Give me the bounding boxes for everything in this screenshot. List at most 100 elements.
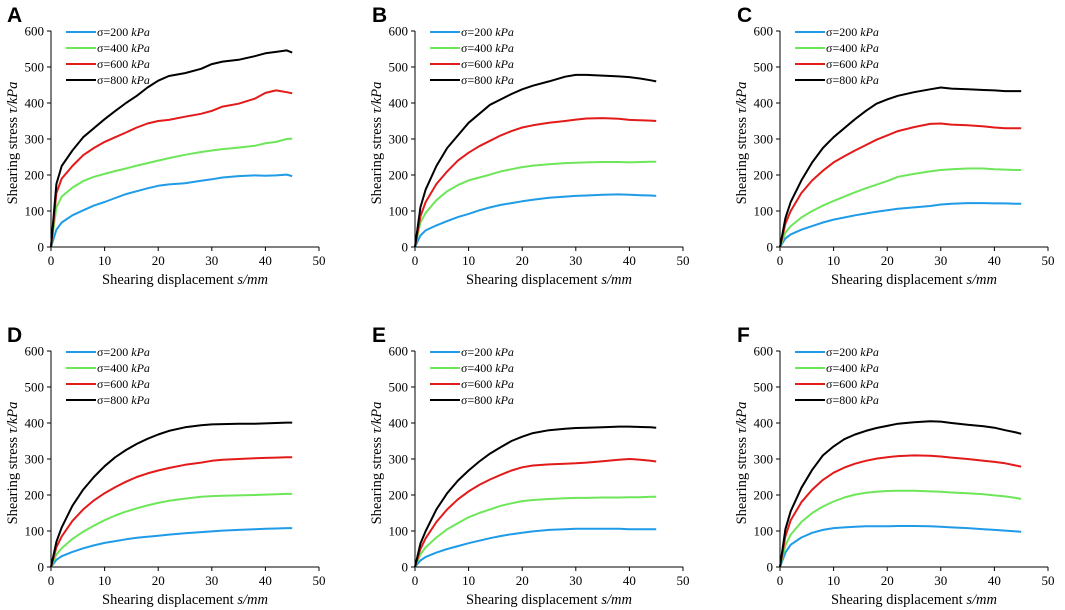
legend-unit: kPa [495,377,514,391]
y-tick-label: 300 [389,452,409,467]
legend-label: σ=600 kPa [97,57,150,71]
legend-entry: σ=600 kPa [66,377,150,391]
legend-entry: σ=400 kPa [430,41,514,55]
chart-panel-e: E 0 100 200 300 400 500 600 0 10 20 30 40 50 Shearing … [369,324,690,608]
y-axis-unit: τ/kPa [369,82,385,114]
y-axis-title-text: Shearing stress [5,113,21,204]
legend-label: σ=600 kPa [97,377,150,391]
x-tick-label: 20 [152,573,165,588]
legend-unit: kPa [131,361,150,375]
x-tick-label: 50 [677,253,690,268]
x-axis-unit: s/mm [966,592,997,608]
series-line-600 [779,122,1022,248]
y-tick-label: 600 [754,344,774,359]
series-line-800 [50,49,293,248]
legend-name: σ=800 [97,73,128,87]
panel-label: F [737,324,750,347]
legend-unit: kPa [860,57,879,71]
x-tick-label: 50 [677,573,690,588]
series-line-800 [779,86,1022,248]
y-tick-label: 300 [25,132,45,147]
legend-entry: σ=200 kPa [795,25,879,39]
chart-panel-f: F 0 100 200 300 400 500 600 0 10 20 30 40 50 Shearing … [734,324,1055,608]
y-axis-title-text: Shearing stress [369,433,385,524]
series-line-800 [414,425,657,568]
legend-label: σ=800 kPa [97,73,150,87]
legend-entry: σ=200 kPa [795,345,879,359]
x-tick-label: 40 [623,253,636,268]
legend-name: σ=200 [826,345,857,359]
y-axis-title: Shearing stress τ/kPa [5,402,21,525]
x-tick-label: 30 [205,573,218,588]
x-tick-label: 20 [881,253,894,268]
legend-entry: σ=200 kPa [66,25,150,39]
legend-entry: σ=600 kPa [430,57,514,71]
y-tick-label: 500 [754,60,774,75]
legend-entry: σ=800 kPa [795,393,879,407]
series-line-200 [50,173,293,248]
legend-unit: kPa [495,393,514,407]
legend-unit: kPa [860,393,879,407]
series-line-200 [779,525,1022,568]
legend-label: σ=600 kPa [461,57,514,71]
legend-unit: kPa [860,25,879,39]
y-tick-label: 500 [25,60,45,75]
x-axis-title: Shearing displacement s/mm [102,592,268,608]
legend-name: σ=800 [461,393,492,407]
legend-label: σ=200 kPa [97,25,150,39]
legend-entry: σ=400 kPa [66,361,150,375]
legend-entry: σ=200 kPa [430,345,514,359]
y-tick-label: 100 [389,204,409,219]
x-tick-label: 50 [313,573,326,588]
legend-name: σ=400 [826,41,857,55]
y-tick-label: 200 [389,488,409,503]
legend-name: σ=400 [826,361,857,375]
panel-label: B [372,4,387,27]
y-tick-label: 500 [754,380,774,395]
legend-label: σ=800 kPa [826,73,879,87]
legend-unit: kPa [495,41,514,55]
y-axis-title-text: Shearing stress [734,113,750,204]
x-tick-label: 20 [152,253,165,268]
y-tick-label: 600 [25,344,45,359]
legend-entry: σ=400 kPa [430,361,514,375]
series-line-800 [414,73,657,248]
legend-name: σ=600 [826,57,857,71]
legend-unit: kPa [131,73,150,87]
legend-label: σ=600 kPa [826,377,879,391]
y-tick-label: 400 [754,416,774,431]
legend-label: σ=400 kPa [461,361,514,375]
legend-name: σ=600 [826,377,857,391]
x-tick-label: 50 [1042,253,1055,268]
x-tick-label: 10 [98,573,111,588]
y-tick-label: 0 [38,240,45,255]
series-line-200 [414,527,657,568]
x-tick-label: 40 [259,253,272,268]
x-tick-label: 30 [934,573,947,588]
legend-label: σ=800 kPa [826,393,879,407]
y-tick-label: 500 [25,380,45,395]
x-axis-title-text: Shearing displacement [831,272,966,288]
y-tick-label: 400 [25,416,45,431]
legend-entry: σ=400 kPa [795,41,879,55]
x-axis-title: Shearing displacement s/mm [466,272,632,288]
x-tick-label: 40 [988,573,1001,588]
y-tick-label: 200 [754,488,774,503]
legend-name: σ=800 [826,393,857,407]
x-tick-label: 30 [569,573,582,588]
panel-label: D [7,324,22,347]
legend-label: σ=400 kPa [97,41,150,55]
x-tick-label: 0 [48,253,55,268]
x-tick-label: 50 [313,253,326,268]
series-line-400 [779,167,1022,248]
x-axis-title-text: Shearing displacement [831,592,966,608]
x-tick-label: 10 [462,253,475,268]
x-tick-label: 20 [516,253,529,268]
legend-entry: σ=400 kPa [795,361,879,375]
series-line-200 [779,202,1022,248]
x-axis-title: Shearing displacement s/mm [831,592,997,608]
x-tick-label: 30 [205,253,218,268]
legend-unit: kPa [131,57,150,71]
legend-label: σ=600 kPa [461,377,514,391]
x-axis-title-text: Shearing displacement [466,592,601,608]
